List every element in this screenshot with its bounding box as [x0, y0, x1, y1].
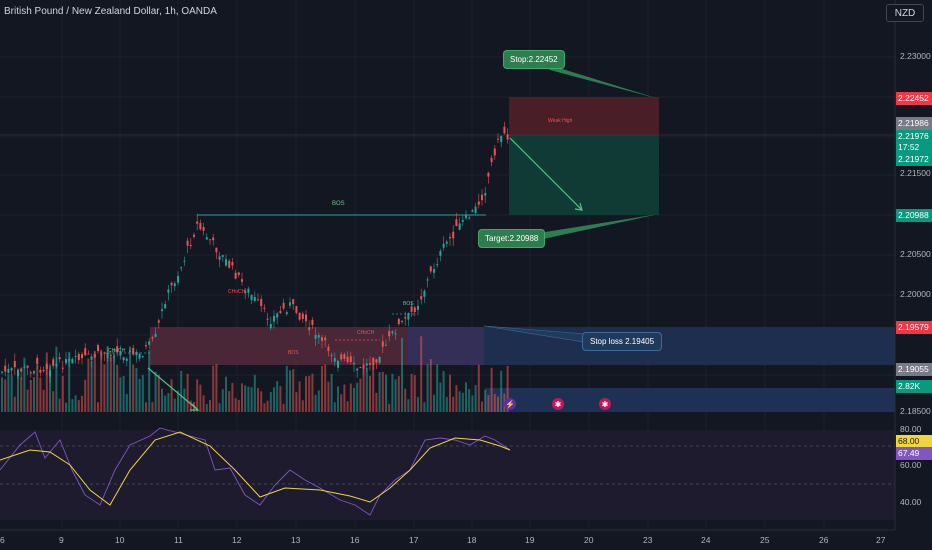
time-label: 16 — [350, 535, 360, 545]
countdown-tag: 17:52 — [896, 141, 932, 154]
rsi-signal-tag: 68.00 — [896, 435, 932, 448]
lightning-icon[interactable]: ⚡ — [504, 398, 516, 410]
currency-button[interactable]: NZD — [886, 4, 924, 22]
time-label: 9 — [59, 535, 64, 545]
price-tag-low: 2.19055 — [896, 363, 932, 376]
time-label: 13 — [291, 535, 301, 545]
rsi-tick: 40.00 — [900, 497, 922, 507]
volume-tag: 2.82K — [896, 380, 932, 393]
candles — [1, 121, 509, 383]
time-label: 17 — [409, 535, 419, 545]
stop-callout[interactable]: Stop:2.22452 — [503, 50, 565, 69]
target-zone — [509, 135, 659, 215]
price-tag-bid: 2.21972 — [896, 153, 932, 166]
weak-high-label: Weak High — [548, 118, 573, 124]
stop-loss-box[interactable]: Stop loss 2.19405 — [582, 332, 663, 351]
time-label: 24 — [701, 535, 711, 545]
rsi-value-tag: 67.49 — [896, 447, 932, 460]
rsi-pane — [0, 430, 895, 520]
time-label: 26 — [819, 535, 829, 545]
chart-title: British Pound / New Zealand Dollar, 1h, … — [4, 6, 217, 17]
price-tag-last: 2.21976 — [896, 130, 932, 143]
time-label: 25 — [760, 535, 770, 545]
rsi-tick: 80.00 — [900, 424, 922, 434]
time-label: 19 — [525, 535, 535, 545]
time-label: 27 — [876, 535, 886, 545]
price-tag-stop: 2.22452 — [896, 92, 932, 105]
time-label: 10 — [115, 535, 125, 545]
price-tag-high: 2.21986 — [896, 117, 932, 130]
price-tag-target: 2.20988 — [896, 209, 932, 222]
time-label: 23 — [643, 535, 653, 545]
rsi-tick: 60.00 — [900, 460, 922, 470]
choch-label: CHoCH — [108, 348, 126, 354]
time-label: 6 — [0, 535, 5, 545]
red-supply-zone — [150, 327, 408, 365]
rsi-line — [0, 427, 511, 516]
price-tick: 2.20000 — [900, 289, 931, 299]
target-callout[interactable]: Target:2.20988 — [478, 229, 546, 248]
bos-label: BOS — [288, 350, 299, 356]
rsi-signal — [0, 431, 511, 506]
time-label: 12 — [232, 535, 242, 545]
stop-zone — [509, 97, 659, 135]
bos-small-label: BOS — [403, 301, 414, 307]
choch-label: CHoCH — [228, 289, 246, 295]
volume-bars — [1, 336, 509, 412]
time-label: 18 — [467, 535, 477, 545]
price-tick: 2.20500 — [900, 249, 931, 259]
bos-label: BOS — [332, 201, 345, 207]
purple-zone — [408, 327, 484, 365]
price-tick: 2.18500 — [900, 406, 931, 416]
time-label: 11 — [174, 535, 183, 545]
price-tick: 2.21500 — [900, 168, 931, 178]
price-tick: 2.23000 — [900, 51, 931, 61]
flag-icon[interactable]: ✱ — [599, 398, 611, 410]
volume-zone — [485, 388, 895, 412]
time-label: 20 — [584, 535, 594, 545]
price-tag-zone: 2.19579 — [896, 321, 932, 334]
choch-label: CHoCH — [357, 330, 375, 336]
flag-icon[interactable]: ✱ — [552, 398, 564, 410]
